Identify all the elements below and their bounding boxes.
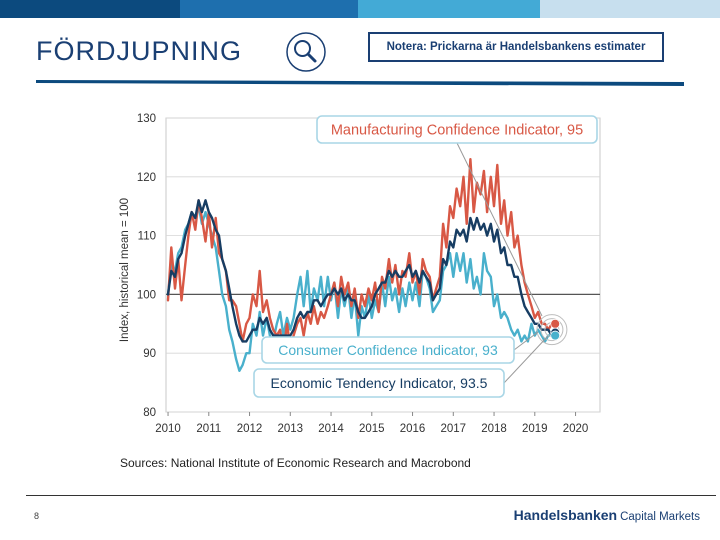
top-bar-segment (180, 0, 358, 18)
series-line-consumer (166, 204, 554, 372)
top-bar-segment (0, 0, 180, 18)
x-tick-label: 2011 (196, 423, 221, 435)
x-tick-label: 2014 (318, 423, 344, 435)
x-tick-label: 2019 (522, 423, 548, 435)
x-tick-label: 2010 (155, 423, 181, 435)
callout-label-economic: Economic Tendency Indicator, 93.5 (271, 375, 488, 391)
callout-leader (503, 335, 549, 384)
y-tick-label: 120 (137, 172, 156, 184)
estimate-dot-consumer (550, 330, 561, 341)
callout-leader (456, 142, 543, 317)
x-tick-label: 2013 (277, 423, 303, 435)
x-tick-label: 2016 (400, 423, 426, 435)
callout-label-manufacturing: Manufacturing Confidence Indicator, 95 (331, 123, 583, 139)
x-tick-label: 2017 (440, 423, 466, 435)
highlight-ring (536, 314, 568, 346)
page-title: FÖRDJUPNING (36, 36, 242, 66)
plot-frame (165, 117, 601, 413)
title-rule (36, 80, 684, 86)
top-bar-segment (358, 0, 540, 18)
brand-unit: Capital Markets (620, 511, 700, 523)
brand-logo: Handelsbanken Capital Markets (514, 507, 700, 525)
y-axis-label: Index, historical mean = 100 (119, 198, 131, 342)
y-tick-label: 80 (143, 407, 156, 419)
top-bar-segment (540, 0, 720, 18)
callout-box (261, 336, 515, 364)
y-tick-label: 90 (143, 348, 156, 360)
page-number: 8 (34, 511, 40, 521)
brand-name: Handelsbanken (513, 507, 618, 523)
y-tick-label: 110 (138, 231, 156, 243)
top-color-bar (0, 0, 720, 18)
y-tick-label: 130 (137, 113, 156, 125)
x-tick-label: 2020 (563, 423, 589, 435)
callout-label-consumer: Consumer Confidence Indicator, 93 (278, 342, 498, 358)
x-tick-label: 2015 (359, 423, 385, 435)
callout-box (316, 115, 598, 144)
callout-box (253, 368, 505, 398)
x-tick-label: 2018 (481, 423, 507, 435)
highlight-ring (540, 318, 564, 342)
magnifier-icon (286, 32, 326, 72)
footer-divider (26, 495, 716, 496)
callout-leader (513, 331, 539, 351)
series-line-economic (166, 199, 554, 343)
source-note: Sources: National Institute of Economic … (120, 456, 471, 470)
note-box: Notera: Prickarna är Handelsbankens esti… (368, 32, 664, 62)
chart: 80 90 100 110 120 130 2010 2011 2012 2013 2014 2015… (119, 113, 601, 470)
y-tick-label: 100 (137, 289, 156, 301)
x-tick-label: 2012 (237, 423, 263, 435)
estimate-dot-manufacturing (550, 318, 561, 329)
